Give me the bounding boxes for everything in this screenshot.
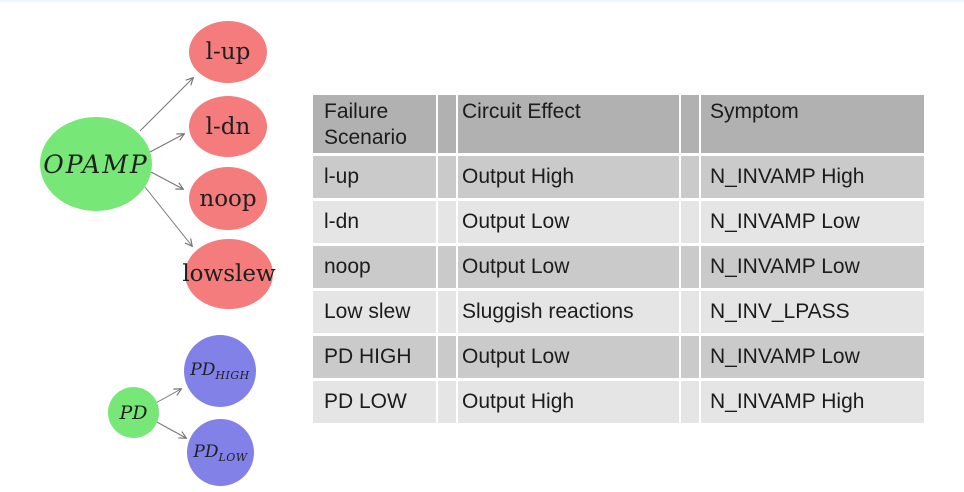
- header-spacer-cell: [681, 95, 699, 153]
- table-cell-effect: Output Low: [458, 201, 679, 243]
- table-cell-symptom: N_INVAMP Low: [701, 336, 924, 378]
- window-top-edge: [0, 0, 964, 2]
- table-cell-scenario: l-up: [313, 156, 436, 198]
- table-cell-effect: Output Low: [458, 336, 679, 378]
- table-cell-effect: Output Low: [458, 246, 679, 288]
- header-spacer-cell: [438, 95, 456, 153]
- table-cell-scenario: noop: [313, 246, 436, 288]
- table-spacer-cell: [438, 156, 456, 198]
- pd-low-subscript: LOW: [218, 450, 248, 464]
- edge-pd-pdhigh: [153, 389, 181, 405]
- node-pd-label: PD: [119, 401, 148, 424]
- table-cell-symptom: N_INV_LPASS: [701, 291, 924, 333]
- table-cell-scenario: PD LOW: [313, 381, 436, 423]
- table-cell-symptom: N_INVAMP High: [701, 381, 924, 423]
- header-circuit-effect: Circuit Effect: [458, 95, 679, 153]
- node-failure-label: noop: [199, 185, 257, 212]
- header-symptom: Symptom: [701, 95, 924, 153]
- node-failure-lowslew: lowslew: [182, 239, 276, 309]
- diagram-arrows: [139, 0, 320, 492]
- table-spacer-cell: [681, 246, 699, 288]
- node-pd-high-label: PDHIGH: [190, 360, 249, 382]
- table-cell-symptom: N_INVAMP High: [701, 156, 924, 198]
- table-cell-symptom: N_INVAMP Low: [701, 201, 924, 243]
- table-cell-effect: Output High: [458, 156, 679, 198]
- edge-opamp-lup: [139, 78, 193, 132]
- table-cell-effect: Sluggish reactions: [458, 291, 679, 333]
- edge-opamp-noop: [150, 171, 183, 189]
- table-cell-scenario: PD HIGH: [313, 336, 436, 378]
- header-failure-scenario: Failure Scenario: [313, 95, 436, 153]
- table-spacer-cell: [681, 291, 699, 333]
- node-pd-low-label: PDLOW: [193, 442, 247, 464]
- table-spacer-cell: [681, 156, 699, 198]
- fault-diagram: OPAMP l-up l-dn noop lowslew PD PDHIGH P…: [0, 0, 320, 492]
- edge-pd-pdlow: [154, 420, 186, 438]
- node-failure-l-up: l-up: [189, 21, 267, 83]
- node-opamp-label: OPAMP: [43, 149, 149, 179]
- table-cell-symptom: N_INVAMP Low: [701, 246, 924, 288]
- pd-high-subscript: HIGH: [215, 369, 250, 382]
- node-failure-label: l-up: [205, 39, 251, 65]
- edge-opamp-lowslew: [144, 186, 192, 246]
- edge-opamp-ldn: [149, 134, 184, 153]
- node-pd-high: PDHIGH: [184, 335, 256, 407]
- pd-high-base: PD: [190, 360, 216, 380]
- node-opamp: OPAMP: [40, 117, 152, 211]
- node-pd: PD: [108, 387, 159, 438]
- table-spacer-cell: [438, 291, 456, 333]
- table-spacer-cell: [438, 246, 456, 288]
- failure-scenario-table: Failure Scenario Circuit Effect Symptom …: [313, 95, 924, 423]
- table-spacer-cell: [681, 201, 699, 243]
- table-spacer-cell: [438, 201, 456, 243]
- table-spacer-cell: [438, 336, 456, 378]
- table-spacer-cell: [681, 336, 699, 378]
- table-spacer-cell: [681, 381, 699, 423]
- node-pd-low: PDLOW: [187, 419, 254, 486]
- pd-low-base: PD: [193, 441, 219, 462]
- node-failure-noop: noop: [189, 167, 267, 230]
- table-spacer-cell: [438, 381, 456, 423]
- node-failure-l-dn: l-dn: [189, 96, 267, 157]
- node-failure-label: lowslew: [182, 261, 276, 287]
- table-cell-effect: Output High: [458, 381, 679, 423]
- table-cell-scenario: Low slew: [313, 291, 436, 333]
- table-cell-scenario: l-dn: [313, 201, 436, 243]
- node-failure-label: l-dn: [205, 113, 251, 140]
